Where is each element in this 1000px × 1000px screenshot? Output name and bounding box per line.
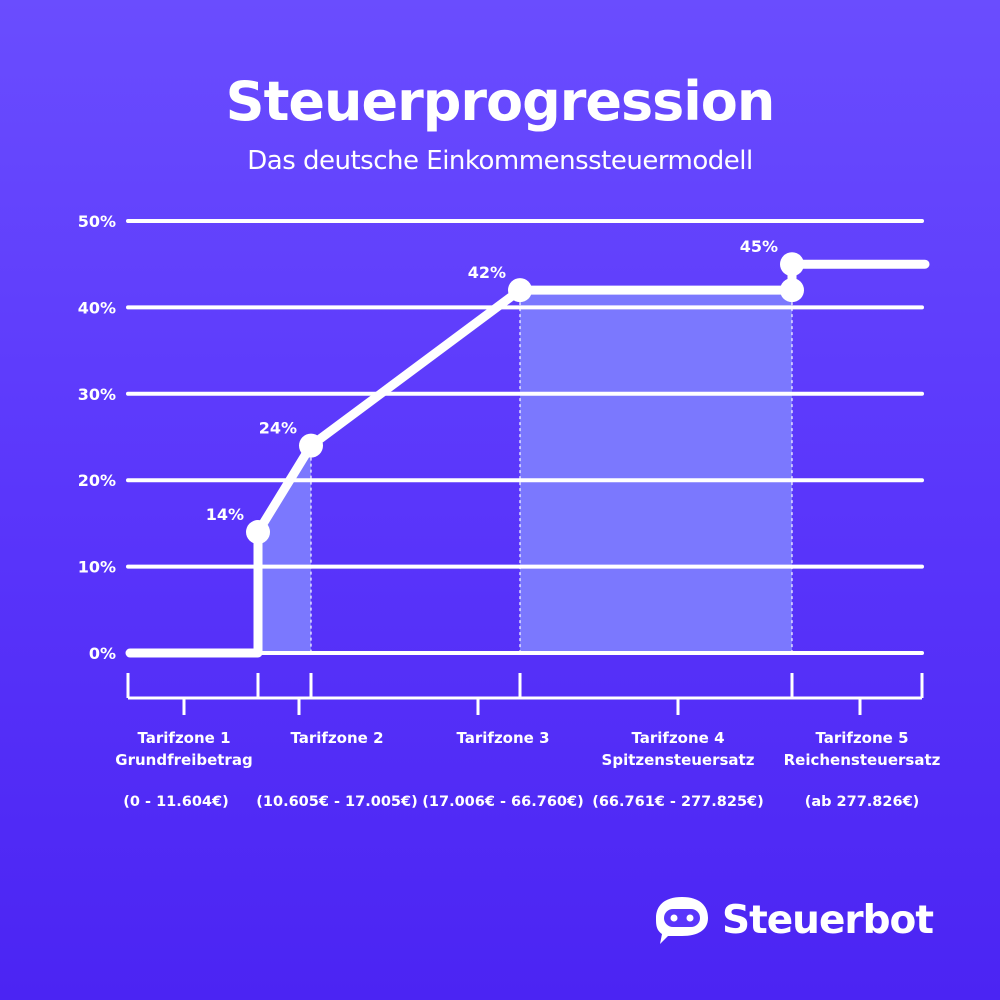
data-point-marker [299,433,323,458]
steuerbot-logo: Steuerbot [652,894,934,946]
zone-name: Tarifzone 5 [815,729,908,747]
zone-subtitle: Grundfreibetrag [115,751,252,769]
zone-shade [520,290,792,653]
zone-range: (10.605€ - 17.005€) [256,794,417,810]
logo-text: Steuerbot [722,897,934,943]
zone-range: (0 - 11.604€) [123,794,229,810]
data-point-marker [508,278,532,303]
data-point-marker [780,252,804,277]
zone-range: (ab 277.826€) [805,794,920,810]
zone-subtitle: Spitzensteuersatz [602,751,755,769]
zone-subtitle: Reichensteuersatz [784,751,941,769]
data-label: 14% [206,505,244,524]
robot-chat-icon [656,897,708,944]
zone-shade [258,445,311,653]
y-tick-label: 40% [78,298,116,317]
y-tick-label: 0% [89,644,116,663]
zone-name: Tarifzone 3 [456,729,549,747]
chart-subtitle: Das deutsche Einkommenssteuermodell [247,146,753,176]
zone-name: Tarifzone 4 [631,729,724,747]
zone-range: (66.761€ - 277.825€) [592,794,764,810]
zone-range: (17.006€ - 66.760€) [422,794,583,810]
data-point-marker [780,278,804,303]
chart-title: Steuerprogression [225,70,776,133]
data-label: 24% [259,419,297,438]
zone-name: Tarifzone 2 [290,729,383,747]
y-tick-label: 20% [78,471,116,490]
y-tick-label: 30% [78,385,116,404]
data-label: 45% [740,237,778,256]
data-point-marker [246,520,270,545]
y-tick-label: 50% [78,212,116,231]
zone-name: Tarifzone 1 [137,729,230,747]
y-tick-label: 10% [78,558,116,577]
data-label: 42% [468,263,506,282]
